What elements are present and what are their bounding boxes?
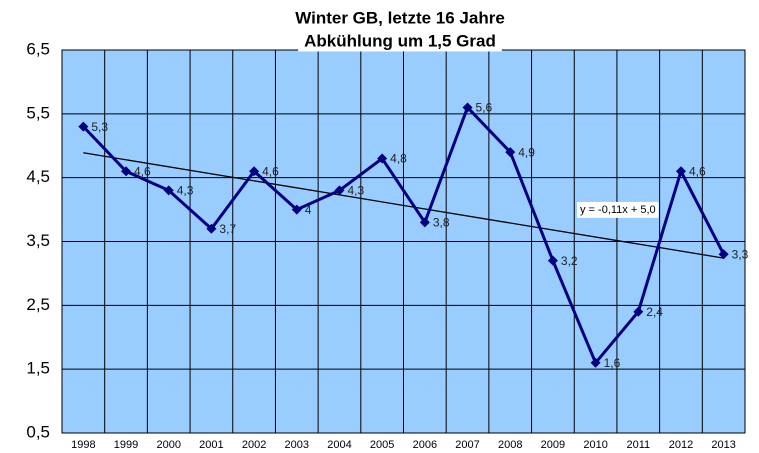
x-tick-label: 2013 [711, 439, 735, 451]
x-tick-label: 1998 [71, 439, 95, 451]
data-point [675, 166, 686, 177]
x-tick-label: 2007 [455, 439, 479, 451]
x-tick-label: 2004 [327, 439, 351, 451]
data-label: 5,6 [476, 101, 493, 115]
x-tick-label: 2001 [199, 439, 223, 451]
data-label: 3,7 [219, 222, 236, 236]
y-tick-label: 4,5 [26, 167, 50, 186]
data-point [547, 255, 558, 266]
data-label: 3,8 [433, 216, 450, 230]
data-label: 2,4 [646, 305, 663, 319]
data-label: 4 [305, 203, 312, 217]
data-point [633, 306, 644, 317]
data-point [590, 357, 601, 368]
x-tick-label: 2003 [285, 439, 309, 451]
trendline-label: y = -0,11x + 5,0 [580, 204, 656, 216]
data-label: 4,8 [390, 152, 407, 166]
y-tick-label: 6,5 [26, 39, 50, 58]
data-point [334, 185, 345, 196]
data-point [78, 121, 89, 132]
data-label: 3,2 [561, 254, 578, 268]
y-tick-label: 1,5 [26, 359, 50, 378]
x-tick-label: 2002 [242, 439, 266, 451]
data-line [82, 104, 725, 366]
x-tick-label: 2010 [583, 439, 607, 451]
data-label: 4,6 [134, 164, 151, 178]
x-tick-label: 2006 [413, 439, 437, 451]
data-point [718, 249, 729, 260]
x-tick-label: 2009 [541, 439, 565, 451]
data-point [505, 147, 516, 158]
data-point [462, 102, 473, 113]
trendline [83, 152, 724, 259]
x-tick-label: 2005 [370, 439, 394, 451]
data-label: 1,6 [604, 356, 621, 370]
data-point [419, 217, 430, 228]
data-label: 4,6 [689, 164, 706, 178]
x-tick-label: 1999 [114, 439, 138, 451]
data-label: 4,3 [347, 184, 364, 198]
trendline-label-box [577, 201, 659, 218]
data-point [121, 166, 132, 177]
x-tick-label: 2012 [669, 439, 693, 451]
data-label: 4,3 [177, 184, 194, 198]
y-tick-label: 5,5 [26, 103, 50, 122]
x-tick-label: 2008 [498, 439, 522, 451]
data-label: 4,6 [262, 164, 279, 178]
x-tick-label: 2011 [626, 439, 650, 451]
y-tick-label: 3,5 [26, 231, 50, 250]
data-point [163, 185, 174, 196]
data-point [291, 204, 302, 215]
data-label: 3,3 [732, 247, 749, 261]
data-point [249, 166, 260, 177]
chart-subtitle: Abkühlung um 1,5 Grad [304, 31, 496, 50]
y-tick-label: 2,5 [26, 295, 50, 314]
subtitle-box [298, 30, 502, 52]
data-point [377, 153, 388, 164]
chart-title: Winter GB, letzte 16 Jahre [295, 8, 505, 27]
data-point [206, 223, 217, 234]
data-label: 4,9 [518, 145, 535, 159]
x-tick-label: 2000 [156, 439, 180, 451]
data-label: 5,3 [91, 120, 108, 134]
y-tick-label: 0,5 [26, 422, 50, 441]
